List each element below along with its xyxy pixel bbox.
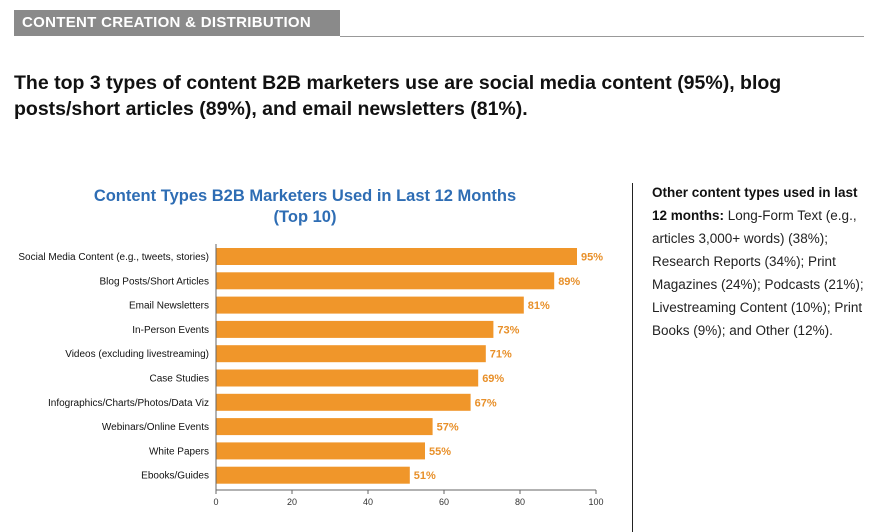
- bar-value-label: 67%: [475, 397, 497, 409]
- x-tick-label: 20: [287, 497, 297, 507]
- side-note: Other content types used in last 12 mont…: [652, 181, 864, 342]
- bar-value-label: 95%: [581, 252, 603, 264]
- side-note-body: Long-Form Text (e.g., articles 3,000+ wo…: [652, 208, 864, 338]
- bar: [216, 320, 494, 338]
- bar-value-label: 73%: [497, 324, 519, 336]
- x-tick-label: 40: [363, 497, 373, 507]
- x-tick-label: 100: [588, 497, 603, 507]
- category-label: Email Newsletters: [129, 301, 209, 312]
- bar: [216, 248, 577, 265]
- bar-value-label: 71%: [490, 349, 512, 361]
- category-label: Ebooks/Guides: [141, 471, 209, 482]
- category-label: Social Media Content (e.g., tweets, stor…: [18, 252, 209, 263]
- category-label: White Papers: [149, 446, 209, 457]
- section-divider-line: [340, 36, 864, 37]
- bar: [216, 369, 479, 387]
- bar-value-label: 55%: [429, 446, 451, 458]
- bar-value-label: 51%: [414, 470, 436, 482]
- x-tick-label: 80: [515, 497, 525, 507]
- x-tick-label: 0: [213, 497, 218, 507]
- category-label: Videos (excluding livestreaming): [65, 349, 209, 360]
- bar: [216, 418, 433, 436]
- category-label: Case Studies: [150, 374, 209, 385]
- bar: [216, 393, 471, 411]
- section-tag-label: CONTENT CREATION & DISTRIBUTION: [22, 14, 312, 31]
- chart-title-line-1: Content Types B2B Marketers Used in Last…: [93, 187, 517, 205]
- category-label: Blog Posts/Short Articles: [100, 276, 210, 287]
- vertical-divider: [632, 183, 633, 532]
- category-label: Webinars/Online Events: [102, 422, 209, 433]
- bar-value-label: 69%: [482, 373, 504, 385]
- bar: [216, 466, 410, 484]
- chart-title: Content Types B2B Marketers Used in Last…: [80, 186, 530, 228]
- chart-title-line-2: (Top 10): [273, 208, 337, 226]
- category-label: In-Person Events: [132, 325, 209, 336]
- headline: The top 3 types of content B2B marketers…: [14, 72, 782, 120]
- side-note-lead: Other content types used in last 12 mont…: [652, 185, 858, 223]
- x-tick-label: 60: [439, 497, 449, 507]
- category-label: Infographics/Charts/Photos/Data Viz: [48, 398, 209, 409]
- bar: [216, 442, 425, 460]
- bar-value-label: 57%: [437, 422, 459, 434]
- bar-value-label: 81%: [528, 300, 550, 312]
- section-tag: CONTENT CREATION & DISTRIBUTION: [14, 10, 340, 36]
- bar: [216, 296, 524, 314]
- bar: [216, 345, 486, 363]
- bar: [216, 272, 555, 290]
- bar-value-label: 89%: [558, 276, 580, 288]
- bar-chart: Social Media Content (e.g., tweets, stor…: [18, 244, 604, 507]
